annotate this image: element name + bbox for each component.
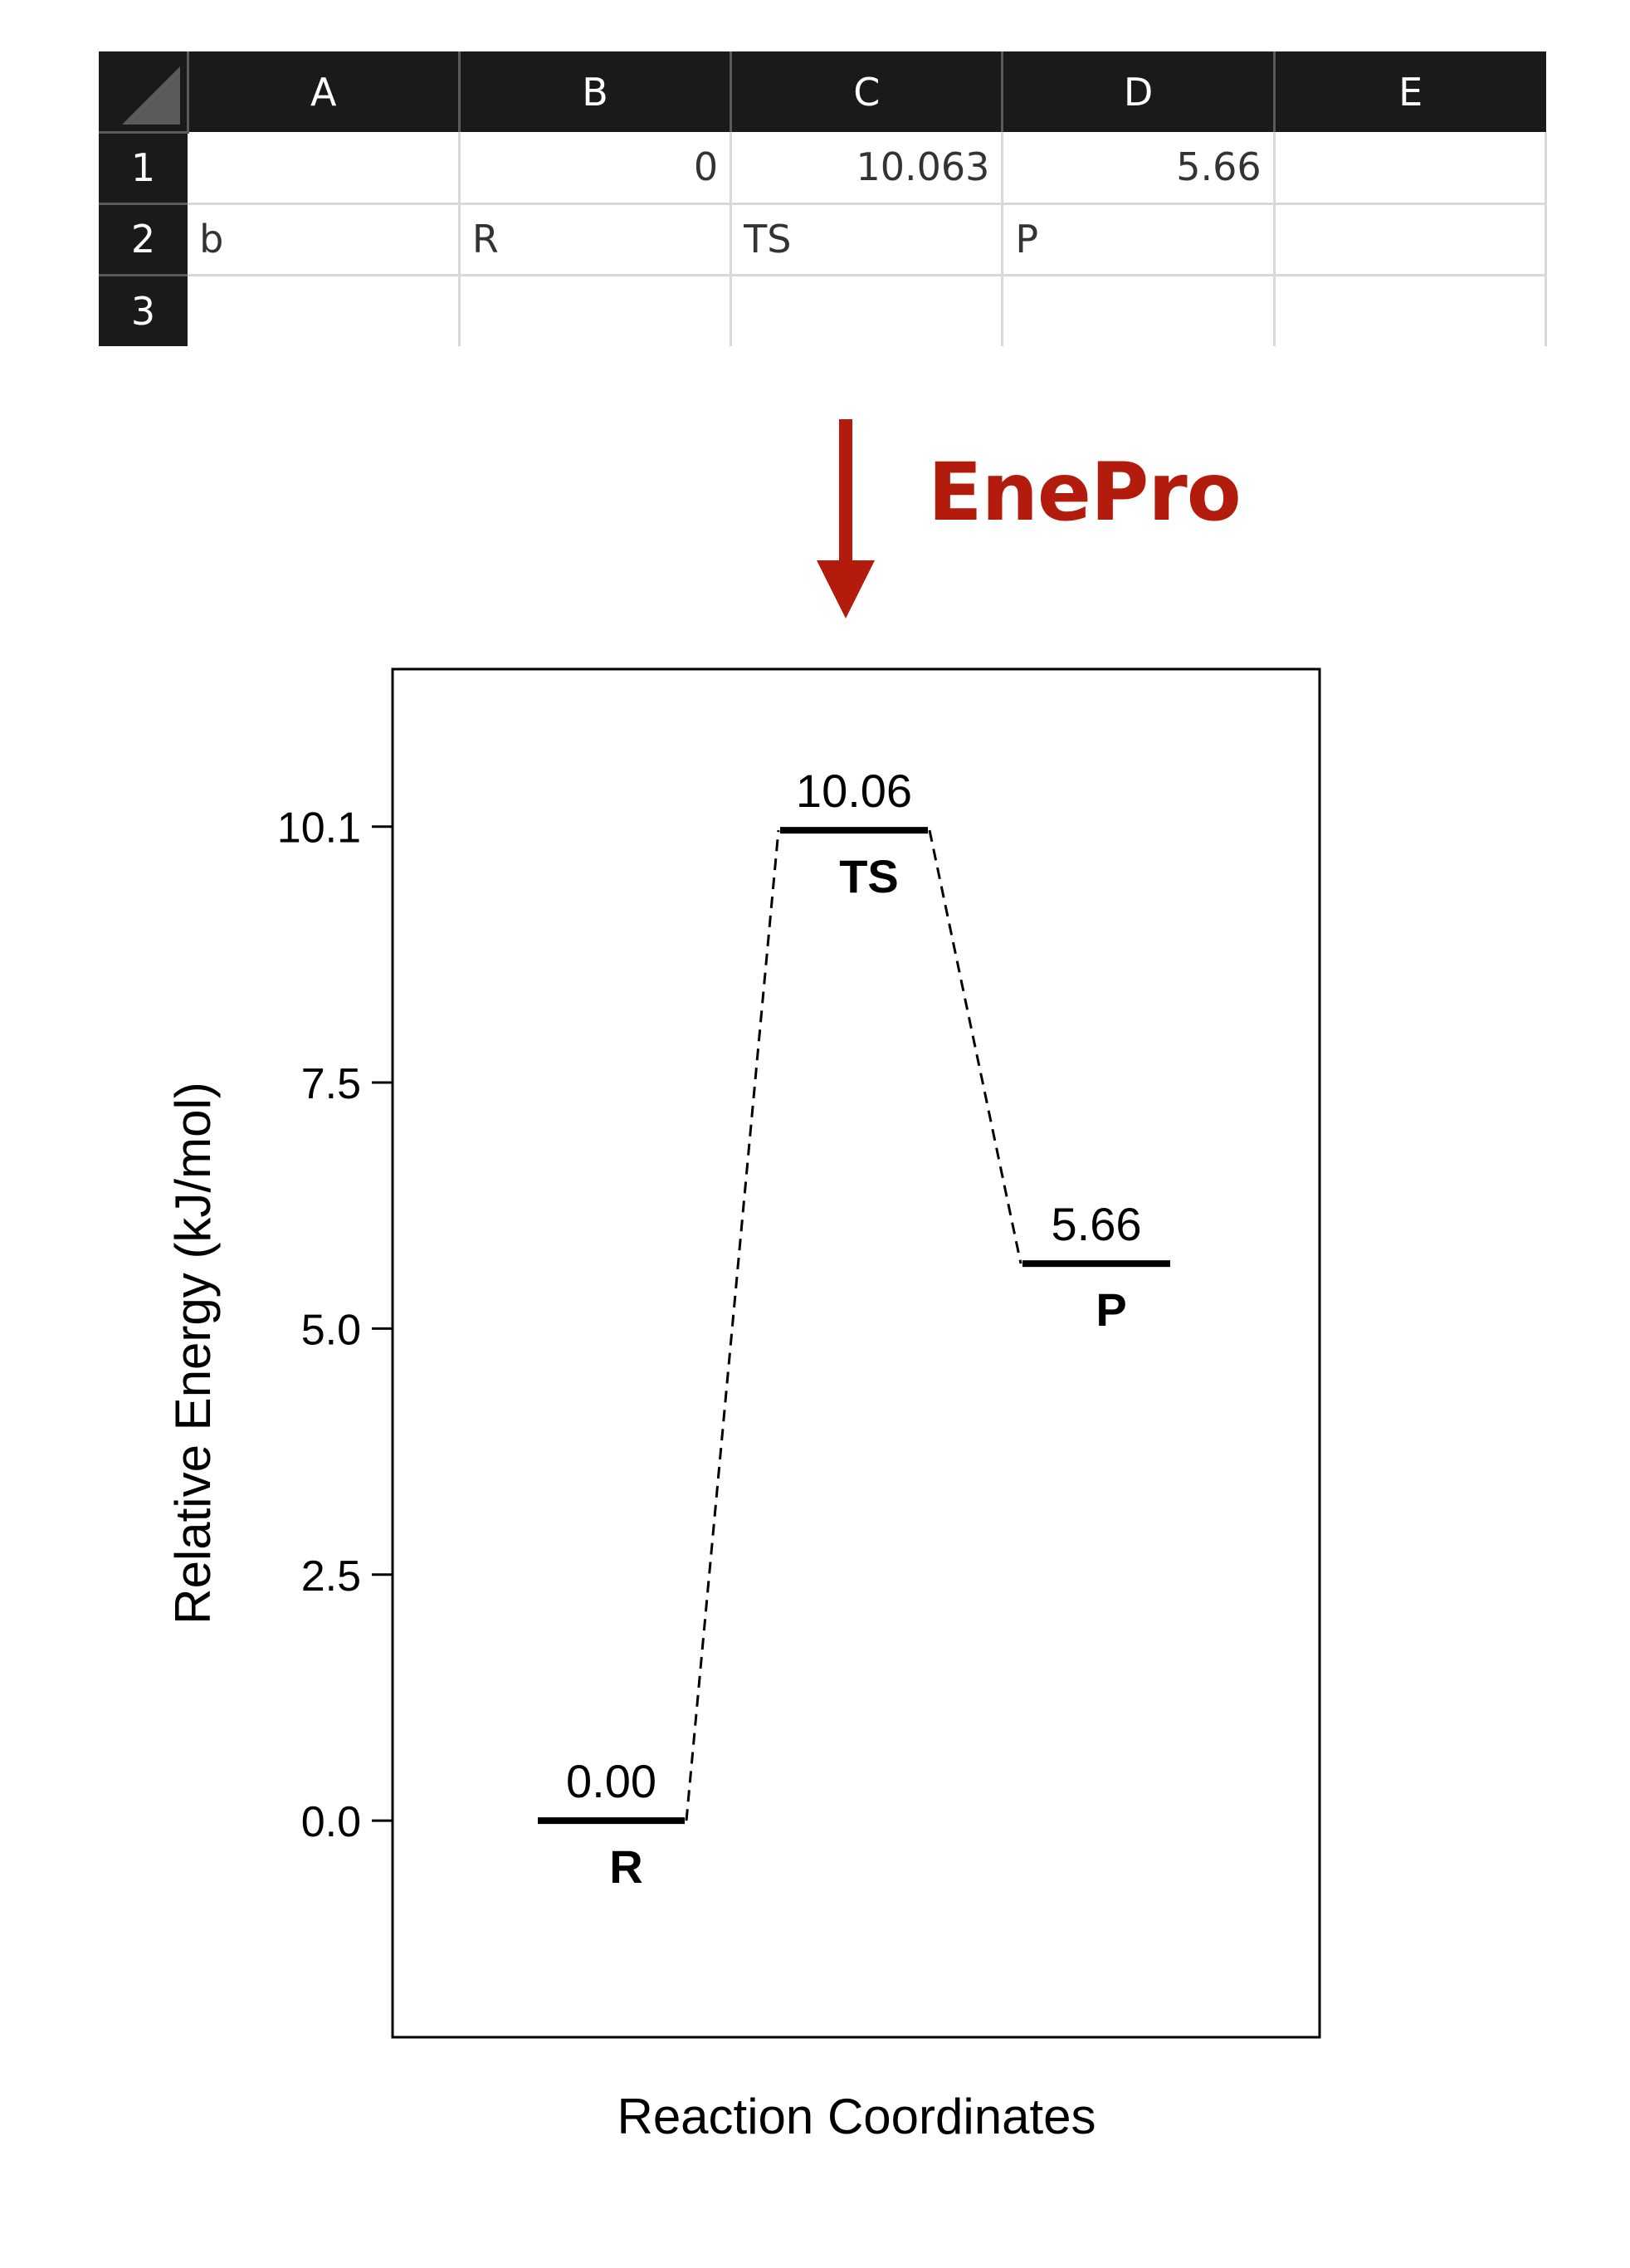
energy-value-label: 10.06: [796, 765, 912, 817]
connectors: [685, 829, 1022, 1821]
cell-e3[interactable]: [1274, 275, 1548, 346]
cell-d1[interactable]: 5.66: [1002, 132, 1276, 205]
connector-line: [685, 829, 780, 1821]
connector-line: [928, 829, 1022, 1264]
cell-c3[interactable]: [730, 275, 1004, 346]
y-tick-label: 10.1: [277, 804, 361, 853]
sheet-row-1: 1 0 10.063 5.66: [99, 130, 1548, 205]
cell-a1[interactable]: [188, 132, 461, 205]
cell-b3[interactable]: [459, 275, 733, 346]
cell-e1[interactable]: [1274, 132, 1548, 205]
state-name-label: TS: [839, 850, 899, 902]
energy-value-label: 5.66: [1052, 1198, 1142, 1250]
tool-name-label: EnePro: [928, 446, 1242, 539]
y-tick-label: 0.0: [301, 1798, 361, 1846]
cell-a3[interactable]: [188, 275, 461, 346]
y-tick-label: 5.0: [301, 1306, 361, 1354]
row-header-1[interactable]: 1: [99, 130, 188, 203]
column-header-c[interactable]: C: [730, 51, 1003, 132]
column-header-a[interactable]: A: [186, 51, 460, 132]
cell-b2[interactable]: R: [459, 203, 733, 276]
spreadsheet: A B C D E 1 0 10.063 5.66 2 b R TS P 3: [99, 51, 1548, 346]
down-arrow-icon: [817, 419, 875, 618]
plot-frame: [391, 667, 1321, 2039]
column-header-row: A B C D E: [99, 51, 1546, 132]
state-name-label: R: [609, 1840, 642, 1893]
sheet-row-2: 2 b R TS P: [99, 202, 1548, 276]
select-all-corner[interactable]: [99, 51, 188, 132]
y-tick-label: 2.5: [301, 1552, 361, 1601]
y-axis: 0.0 2.5 5.0 7.5 10.1: [277, 804, 393, 1846]
column-header-e[interactable]: E: [1272, 51, 1546, 132]
y-tick-label: 7.5: [301, 1060, 361, 1108]
select-all-icon: [121, 66, 180, 125]
x-axis-label: Reaction Coordinates: [617, 2089, 1096, 2144]
row-header-2[interactable]: 2: [99, 202, 188, 275]
energy-value-label: 0.00: [566, 1755, 656, 1807]
cell-a2[interactable]: b: [188, 203, 461, 276]
energy-levels: 0.00 R 10.06 TS 5.66 P: [538, 765, 1170, 1893]
cell-d2[interactable]: P: [1002, 203, 1276, 276]
column-header-d[interactable]: D: [1001, 51, 1275, 132]
y-axis-label: Relative Energy (kJ/mol): [165, 1082, 221, 1625]
cell-c2[interactable]: TS: [730, 203, 1004, 276]
column-header-b[interactable]: B: [457, 51, 731, 132]
cell-d3[interactable]: [1002, 275, 1276, 346]
state-name-label: P: [1096, 1283, 1126, 1336]
cell-b1[interactable]: 0: [459, 132, 733, 205]
row-header-3[interactable]: 3: [99, 273, 188, 346]
cell-e2[interactable]: [1274, 203, 1548, 276]
cell-c1[interactable]: 10.063: [730, 132, 1004, 205]
sheet-row-3: 3: [99, 273, 1548, 346]
